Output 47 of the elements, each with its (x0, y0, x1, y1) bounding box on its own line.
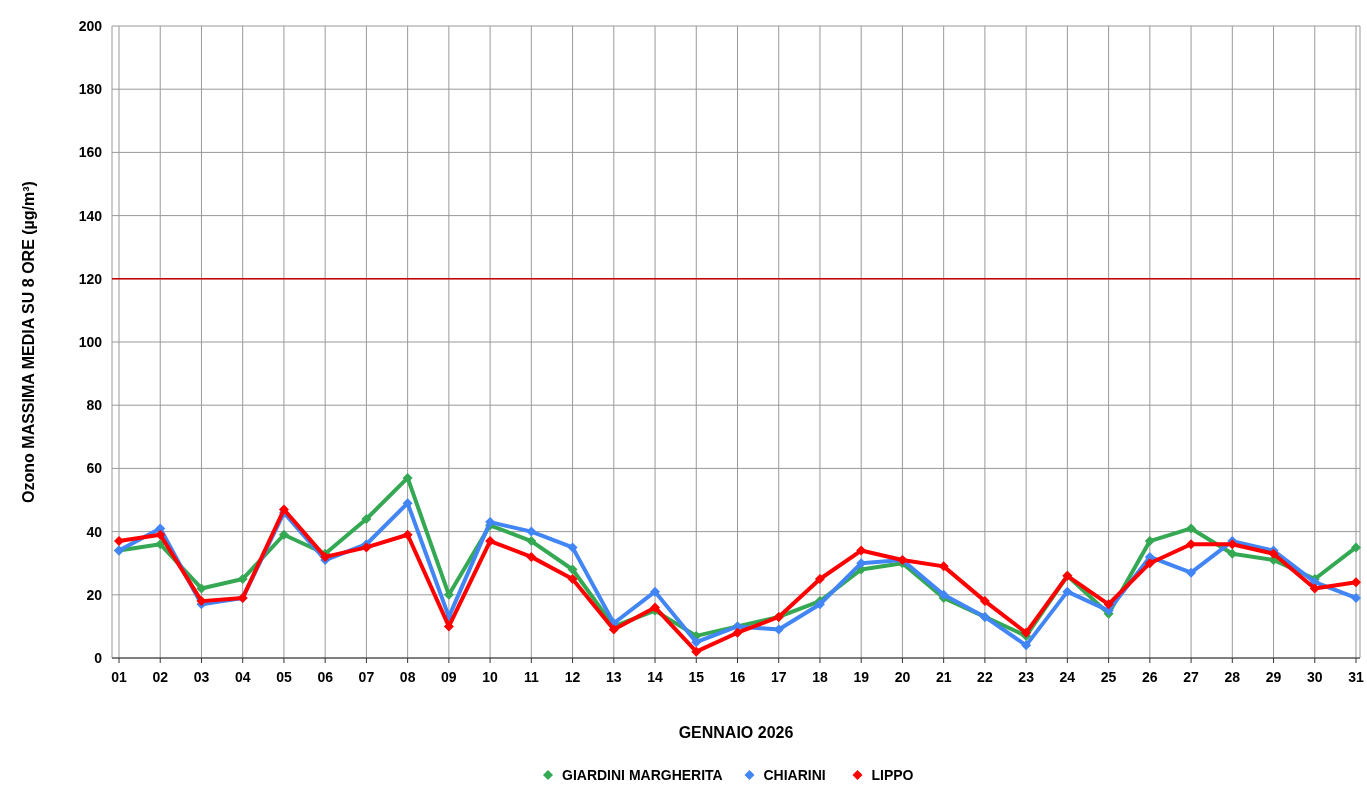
x-tick-label: 04 (234, 669, 251, 685)
x-tick-label: 28 (1224, 669, 1241, 685)
x-tick-label: 18 (812, 669, 828, 685)
x-tick-label: 22 (977, 669, 993, 685)
x-tick-label: 07 (358, 669, 375, 685)
x-tick-label: 11 (523, 669, 539, 685)
x-tick-label: 13 (606, 669, 622, 685)
y-tick-label: 20 (86, 586, 103, 603)
x-tick-label: 05 (276, 669, 292, 685)
x-tick-label: 24 (1059, 669, 1076, 685)
x-tick-label: 25 (1100, 669, 1117, 685)
x-tick-label: 15 (688, 669, 705, 685)
x-tick-label: 12 (564, 669, 581, 685)
y-tick-label: 180 (78, 81, 103, 98)
x-tick-label: 17 (770, 669, 787, 685)
x-tick-label: 16 (729, 669, 746, 685)
x-tick-label: 08 (399, 669, 416, 685)
y-tick-label: 100 (78, 333, 103, 350)
x-tick-label: 20 (894, 669, 911, 685)
y-tick-label: 0 (94, 649, 103, 666)
legend-label: LIPPO (871, 767, 914, 783)
x-tick-label: 29 (1265, 669, 1282, 685)
x-tick-label: 10 (482, 669, 499, 685)
y-tick-label: 140 (78, 207, 103, 224)
x-tick-label: 09 (441, 669, 457, 685)
x-tick-label: 30 (1306, 669, 1323, 685)
x-axis-title: GENNAIO 2026 (678, 724, 794, 741)
x-tick-label: 26 (1142, 669, 1158, 685)
x-tick-label: 23 (1018, 669, 1035, 685)
y-tick-label: 40 (86, 523, 103, 540)
x-tick-label: 02 (152, 669, 169, 685)
x-tick-label: 31 (1348, 669, 1364, 685)
legend-label: GIARDINI MARGHERITA (562, 767, 723, 783)
legend-label: CHIARINI (763, 767, 826, 783)
x-tick-label: 06 (317, 669, 334, 685)
y-axis-title: Ozono MASSIMA MEDIA SU 8 ORE (µg/m³) (20, 181, 37, 503)
x-tick-label: 03 (193, 669, 210, 685)
x-tick-label: 01 (111, 669, 127, 685)
y-tick-label: 120 (78, 270, 103, 287)
x-tick-label: 14 (647, 669, 664, 685)
x-tick-label: 19 (853, 669, 870, 685)
y-tick-label: 60 (86, 460, 103, 477)
x-tick-label: 21 (935, 669, 952, 685)
y-tick-label: 200 (78, 17, 103, 34)
y-tick-label: 80 (86, 397, 103, 414)
x-tick-label: 27 (1183, 669, 1200, 685)
y-tick-label: 160 (78, 144, 103, 161)
